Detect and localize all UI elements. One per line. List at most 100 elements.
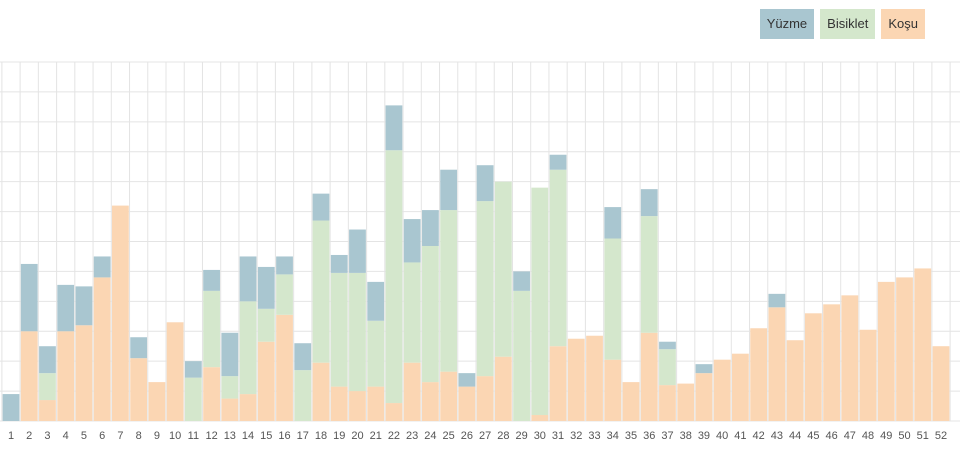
bar-run-week-19[interactable] — [330, 386, 348, 421]
bar-swim-week-22[interactable] — [385, 105, 403, 151]
bar-run-week-38[interactable] — [677, 383, 695, 421]
bar-run-week-16[interactable] — [276, 314, 293, 421]
bar-bike-week-15[interactable] — [257, 308, 275, 342]
bar-swim-week-29[interactable] — [513, 271, 530, 291]
bar-run-week-44[interactable] — [786, 340, 804, 421]
bar-bike-week-22[interactable] — [385, 150, 403, 404]
bar-swim-week-20[interactable] — [349, 229, 366, 273]
bar-run-week-37[interactable] — [659, 385, 676, 421]
bar-run-week-48[interactable] — [859, 329, 877, 421]
bar-swim-week-8[interactable] — [130, 337, 148, 359]
legend-item-run[interactable]: Koşu — [881, 9, 925, 39]
bar-run-week-13[interactable] — [221, 398, 239, 421]
bar-run-week-51[interactable] — [914, 268, 932, 421]
bar-swim-week-4[interactable] — [57, 284, 75, 332]
bar-bike-week-29[interactable] — [513, 290, 530, 421]
bar-swim-week-27[interactable] — [476, 165, 494, 202]
bar-run-week-33[interactable] — [586, 335, 603, 421]
bar-swim-week-3[interactable] — [39, 346, 56, 374]
bar-run-week-31[interactable] — [549, 346, 567, 421]
bar-run-week-36[interactable] — [640, 332, 658, 421]
bar-run-week-7[interactable] — [112, 205, 129, 421]
bar-run-week-20[interactable] — [349, 391, 366, 421]
bar-bike-week-21[interactable] — [367, 320, 385, 387]
bar-run-week-8[interactable] — [130, 358, 148, 421]
bar-run-week-24[interactable] — [422, 382, 439, 421]
bar-swim-week-1[interactable] — [2, 394, 20, 421]
bar-bike-week-13[interactable] — [221, 376, 239, 399]
bar-swim-week-25[interactable] — [440, 169, 458, 211]
bar-swim-week-16[interactable] — [276, 256, 293, 275]
bar-run-week-25[interactable] — [440, 371, 458, 421]
bar-run-week-52[interactable] — [932, 346, 950, 421]
bar-swim-week-37[interactable] — [659, 341, 676, 350]
bar-bike-week-28[interactable] — [494, 181, 512, 357]
bar-bike-week-11[interactable] — [184, 377, 202, 421]
bar-run-week-39[interactable] — [695, 373, 713, 421]
bar-swim-week-34[interactable] — [604, 207, 622, 239]
bar-bike-week-12[interactable] — [203, 290, 220, 368]
bar-swim-week-5[interactable] — [75, 286, 93, 326]
bar-swim-week-18[interactable] — [312, 193, 330, 221]
legend-item-bike[interactable]: Bisiklet — [820, 9, 876, 39]
bar-run-week-28[interactable] — [494, 356, 512, 421]
bar-run-week-49[interactable] — [877, 281, 895, 421]
bar-swim-week-17[interactable] — [294, 343, 312, 371]
bar-bike-week-31[interactable] — [549, 169, 567, 347]
bar-swim-week-13[interactable] — [221, 332, 239, 377]
bar-swim-week-19[interactable] — [330, 254, 348, 273]
bar-bike-week-19[interactable] — [330, 272, 348, 387]
bar-run-week-18[interactable] — [312, 362, 330, 421]
bar-bike-week-30[interactable] — [531, 187, 549, 416]
bar-swim-week-23[interactable] — [403, 219, 421, 263]
bar-run-week-30[interactable] — [531, 415, 549, 421]
bar-bike-week-23[interactable] — [403, 262, 421, 363]
bar-run-week-9[interactable] — [148, 382, 166, 421]
bar-run-week-50[interactable] — [896, 277, 913, 421]
bar-run-week-47[interactable] — [841, 295, 859, 421]
bar-run-week-12[interactable] — [203, 367, 220, 421]
bar-bike-week-3[interactable] — [39, 373, 56, 401]
bar-run-week-43[interactable] — [768, 307, 786, 421]
bar-bike-week-20[interactable] — [349, 272, 366, 392]
bar-run-week-15[interactable] — [257, 341, 275, 421]
bar-swim-week-11[interactable] — [184, 361, 202, 378]
bar-run-week-41[interactable] — [732, 353, 749, 421]
bar-swim-week-39[interactable] — [695, 364, 713, 374]
bar-swim-week-2[interactable] — [20, 263, 38, 332]
bar-swim-week-26[interactable] — [458, 373, 476, 387]
bar-run-week-4[interactable] — [57, 331, 75, 421]
bar-bike-week-18[interactable] — [312, 220, 330, 363]
bar-run-week-5[interactable] — [75, 325, 93, 421]
bar-run-week-14[interactable] — [239, 394, 257, 421]
bar-bike-week-14[interactable] — [239, 301, 257, 395]
bar-swim-week-24[interactable] — [422, 210, 439, 246]
bar-run-week-10[interactable] — [166, 322, 184, 421]
bar-bike-week-24[interactable] — [422, 245, 439, 383]
bar-swim-week-12[interactable] — [203, 269, 220, 291]
bar-bike-week-37[interactable] — [659, 349, 676, 386]
bar-run-week-35[interactable] — [622, 382, 640, 421]
bar-run-week-26[interactable] — [458, 386, 476, 421]
bar-run-week-40[interactable] — [713, 359, 731, 421]
bar-run-week-3[interactable] — [39, 400, 56, 421]
bar-run-week-2[interactable] — [20, 331, 38, 421]
bar-run-week-21[interactable] — [367, 386, 385, 421]
bar-bike-week-17[interactable] — [294, 370, 312, 421]
bar-run-week-23[interactable] — [403, 362, 421, 421]
bar-run-week-6[interactable] — [93, 277, 111, 421]
bar-swim-week-43[interactable] — [768, 293, 786, 308]
bar-swim-week-36[interactable] — [640, 189, 658, 217]
bar-run-week-34[interactable] — [604, 359, 622, 421]
bar-bike-week-34[interactable] — [604, 238, 622, 360]
bar-bike-week-36[interactable] — [640, 216, 658, 333]
bar-run-week-45[interactable] — [804, 313, 822, 421]
bar-bike-week-16[interactable] — [276, 274, 293, 315]
bar-run-week-22[interactable] — [385, 403, 403, 421]
bar-bike-week-25[interactable] — [440, 210, 458, 372]
bar-swim-week-21[interactable] — [367, 281, 385, 321]
bar-run-week-32[interactable] — [567, 338, 585, 421]
bar-run-week-27[interactable] — [476, 376, 494, 421]
bar-swim-week-14[interactable] — [239, 256, 257, 302]
bar-swim-week-31[interactable] — [549, 154, 567, 170]
